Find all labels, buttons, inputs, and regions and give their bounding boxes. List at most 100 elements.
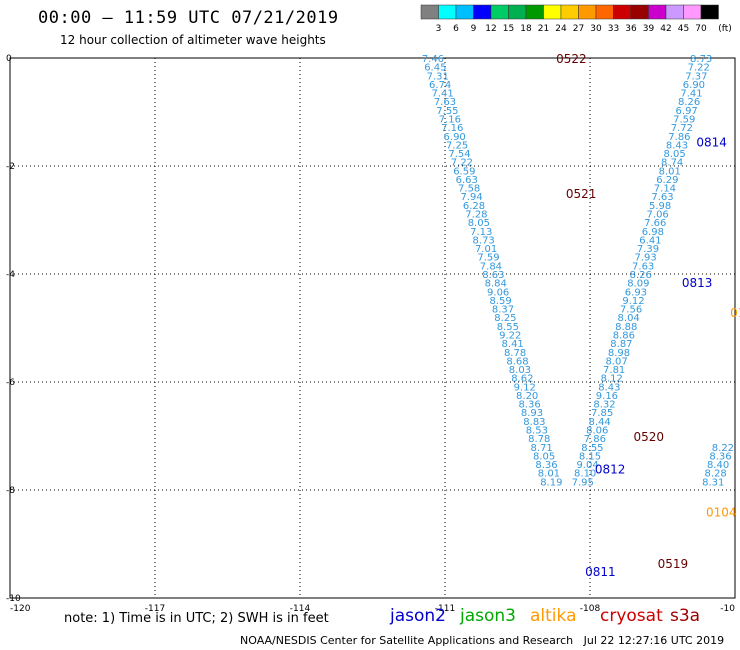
swh-value-label: 7.59	[673, 114, 695, 125]
swh-value-label: 8.26	[678, 97, 700, 108]
swh-value-label: 8.83	[523, 417, 545, 428]
swh-value-label: 8.40	[707, 460, 729, 471]
swh-value-label: 8.07	[605, 356, 627, 367]
swh-value-label: 8.41	[502, 339, 524, 350]
color-scale-label: 39	[643, 24, 655, 34]
swh-value-label: 7.39	[637, 244, 659, 255]
mission-label-s3a: s3a	[670, 606, 701, 626]
swh-value-label: 8.01	[659, 166, 681, 177]
chart-title: 00:00 – 11:59 UTC 07/21/2019	[38, 8, 339, 28]
swh-value-label: 7.22	[688, 63, 710, 74]
swh-value-label: 8.12	[601, 374, 623, 385]
swh-value-label: 8.55	[581, 443, 603, 454]
y-tick-label: -2	[6, 162, 15, 172]
swh-value-label: 7.66	[644, 218, 666, 229]
swh-value-label: 9.04	[576, 460, 598, 471]
swh-value-label: 8.74	[661, 158, 683, 169]
color-scale-label: 27	[573, 24, 584, 34]
swh-value-label: 8.93	[521, 408, 543, 419]
swh-value-label: 8.01	[538, 469, 560, 480]
swh-value-label: 8.98	[608, 348, 630, 359]
x-tick-label: -117	[145, 604, 165, 614]
swh-value-label: 7.25	[446, 140, 468, 151]
y-tick-label: -8	[6, 486, 15, 496]
swh-value-label: 7.37	[685, 71, 707, 82]
pass-time-label: 0811	[585, 565, 616, 579]
altimeter-map: -120 -117 -114 -111 -108 -100-2-4-6-8-107.466…	[6, 52, 740, 614]
swh-value-label: 7.58	[458, 184, 480, 195]
swh-value-label: 7.16	[439, 114, 461, 125]
swh-value-label: 6.74	[429, 80, 451, 91]
swh-value-label: 8.20	[516, 391, 538, 402]
swh-value-label: 7.94	[460, 192, 482, 203]
swh-value-label: 6.59	[453, 166, 475, 177]
y-tick-label: 0	[6, 54, 12, 64]
swh-value-label: 8.87	[610, 339, 632, 350]
swh-value-label: 8.71	[531, 443, 553, 454]
x-tick-label: -108	[580, 604, 601, 614]
color-scale-legend: 3 6 9 12 15 18 21 24 27 30 33 36 39 42 45 70 (ft)	[420, 4, 732, 34]
swh-value-label: 7.85	[591, 408, 613, 419]
color-scale-label: 45	[678, 24, 689, 34]
color-scale-label: 12	[485, 24, 496, 34]
swh-value-label: 8.22	[712, 443, 734, 454]
swh-value-label: 8.53	[526, 426, 548, 437]
plot-frame	[9, 57, 736, 599]
swh-value-label: 7.16	[441, 123, 463, 134]
x-tick-label: -114	[290, 604, 311, 614]
mission-label-jason3: jason3	[460, 606, 516, 626]
color-scale-label: 3	[436, 24, 442, 34]
y-tick-label: -10	[6, 594, 21, 604]
swh-value-label: 8.19	[540, 477, 562, 488]
swh-value-label: 8.59	[489, 296, 511, 307]
swh-value-label: 8.31	[702, 477, 724, 488]
pass-time-label: 0814	[696, 136, 727, 150]
pass-time-label: 0813	[682, 276, 713, 290]
swh-value-label: 7.86	[668, 132, 690, 143]
swh-value-label: 7.63	[651, 192, 673, 203]
swh-value-label: 6.41	[639, 235, 661, 246]
footer-note: note: 1) Time is in UTC; 2) SWH is in fe…	[64, 611, 329, 626]
color-swatch	[700, 4, 719, 20]
x-tick-label: -120	[10, 604, 31, 614]
swh-value-label: 6.90	[444, 132, 466, 143]
swh-value-label: 8.04	[618, 313, 640, 324]
swh-value-label: 8.10	[574, 469, 596, 480]
pass-time-label: 0104	[706, 506, 737, 520]
swh-value-label: 8.37	[492, 305, 514, 316]
color-scale-label: 6	[453, 24, 459, 34]
swh-value-label: 7.06	[647, 210, 669, 221]
swh-value-label: 7.86	[584, 434, 606, 445]
swh-value-label: 7.28	[465, 210, 487, 221]
color-scale-label: 30	[590, 24, 602, 34]
swh-value-label: 8.43	[666, 140, 688, 151]
swh-value-label: 7.95	[572, 477, 594, 488]
swh-value-label: 8.36	[535, 460, 557, 471]
pass-time-label: 0520	[634, 430, 665, 444]
color-scale-label: 15	[503, 24, 514, 34]
swh-value-label: 8.36	[518, 400, 540, 411]
swh-value-label: 9.16	[596, 391, 618, 402]
mission-label-altika: altika	[530, 606, 577, 626]
pass-time-label: 0521	[566, 187, 597, 201]
swh-value-label: 9.12	[514, 382, 536, 393]
swh-value-label: 9.12	[622, 296, 644, 307]
swh-value-label: 8.28	[705, 469, 727, 480]
swh-value-label: 8.15	[579, 451, 601, 462]
swh-value-label: 8.32	[593, 400, 615, 411]
swh-value-label: 8.06	[586, 426, 608, 437]
swh-value-label: 8.55	[497, 322, 519, 333]
swh-value-label: 8.03	[509, 365, 531, 376]
swh-value-label: 6.28	[463, 201, 485, 212]
swh-value-label: 7.93	[634, 253, 656, 264]
color-scale-unit: (ft)	[718, 24, 732, 34]
swh-value-label: 8.73	[473, 235, 495, 246]
swh-value-label: 7.41	[680, 89, 702, 100]
pass-time-label: 0522	[556, 52, 587, 66]
color-scale-label: 36	[625, 24, 637, 34]
swh-value-label: 7.84	[480, 261, 502, 272]
swh-value-label: 6.29	[656, 175, 678, 186]
color-scale-label: 70	[695, 24, 707, 34]
swh-value-label: 8.78	[504, 348, 526, 359]
swh-value-label: 8.63	[482, 270, 504, 281]
